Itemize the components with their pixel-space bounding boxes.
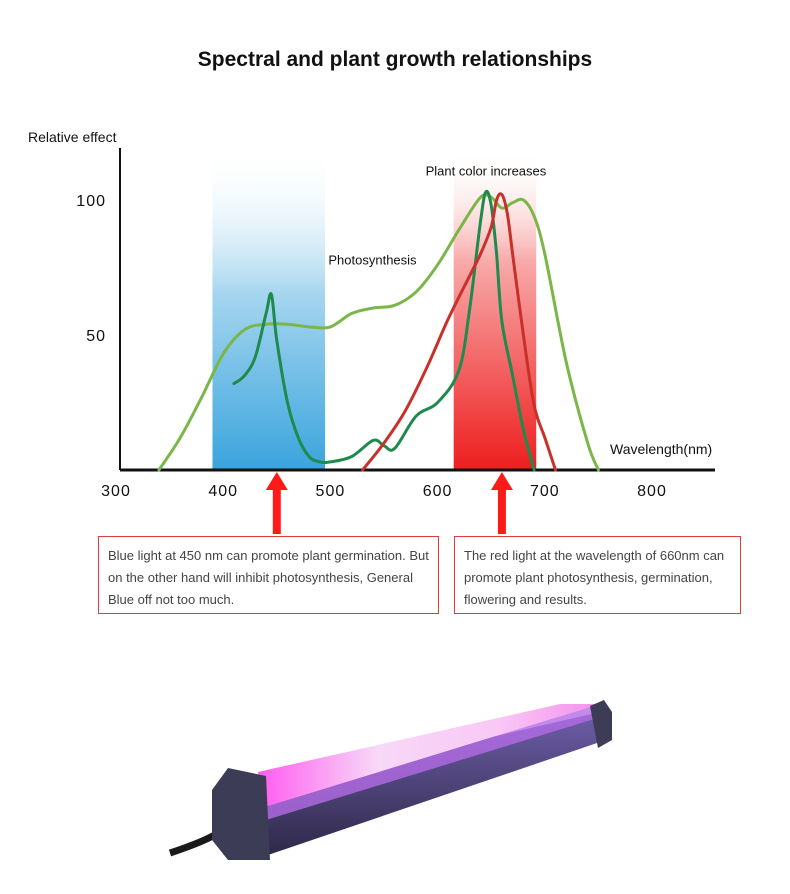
x-tick-label-700: 700 <box>530 483 560 500</box>
x-tick-label-400: 400 <box>208 483 238 500</box>
arrow-660 <box>490 472 513 534</box>
lamp-end-cap-left <box>212 768 270 860</box>
annotation-1: Plant color increases <box>426 163 547 178</box>
y-tick-label-100: 100 <box>76 193 106 210</box>
y-tick-label-50: 50 <box>86 328 106 345</box>
series-line-photosynthesis_curve <box>157 192 600 472</box>
red-band <box>453 148 537 470</box>
red-light-note: The red light at the wavelength of 660nm… <box>454 536 741 614</box>
annotation-0: Photosynthesis <box>328 252 417 267</box>
spectrum-chart: 300 400 500 600 700 800 50 100 Relative effect Wa… <box>28 129 715 534</box>
arrow-450 <box>265 472 288 534</box>
blue-light-note: Blue light at 450 nm can promote plant g… <box>98 536 439 614</box>
lamp-diffuser <box>258 704 600 808</box>
x-tick-label-800: 800 <box>637 483 667 500</box>
power-cable <box>168 827 225 857</box>
y-axis-label: Relative effect <box>28 129 117 145</box>
page-title: Spectral and plant growth relationships <box>197 48 593 71</box>
x-tick-label-300: 300 <box>101 483 131 500</box>
lamp-end-cap-right <box>590 700 612 748</box>
x-tick-label-500: 500 <box>316 483 346 500</box>
lamp-housing <box>262 712 600 855</box>
x-tick-label-600: 600 <box>423 483 453 500</box>
x-axis-label: Wavelength(nm) <box>610 441 712 457</box>
series-line-chlorophyll_curve <box>232 189 536 472</box>
series-line-red_curve <box>361 192 557 472</box>
blue-band <box>212 148 326 470</box>
